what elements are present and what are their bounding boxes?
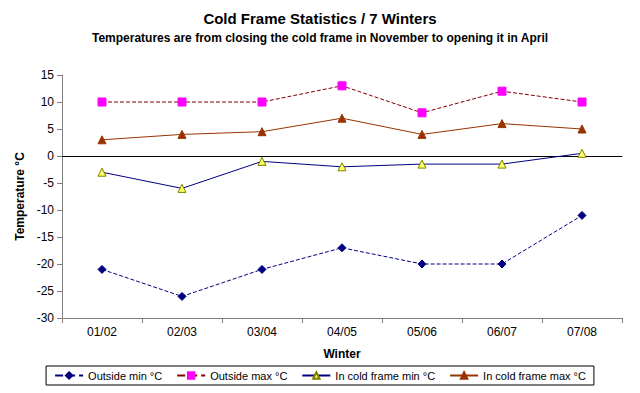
svg-text:Cold Frame Statistics / 7 Wint: Cold Frame Statistics / 7 Winters — [203, 10, 436, 27]
svg-text:04/05: 04/05 — [327, 325, 357, 339]
svg-text:01/02: 01/02 — [87, 325, 117, 339]
svg-text:-5: -5 — [43, 176, 54, 190]
svg-text:05/06: 05/06 — [407, 325, 437, 339]
svg-text:02/03: 02/03 — [167, 325, 197, 339]
svg-text:-25: -25 — [37, 284, 55, 298]
svg-text:Temperatures are from closing: Temperatures are from closing the cold f… — [92, 31, 548, 45]
svg-text:-30: -30 — [37, 311, 55, 325]
svg-text:-20: -20 — [37, 257, 55, 271]
svg-text:Outside max °C: Outside max °C — [210, 370, 287, 382]
svg-text:0: 0 — [47, 149, 54, 163]
svg-text:5: 5 — [47, 122, 54, 136]
svg-text:Temperature °C: Temperature °C — [13, 152, 27, 241]
svg-text:-10: -10 — [37, 203, 55, 217]
svg-text:07/08: 07/08 — [567, 325, 597, 339]
svg-text:06/07: 06/07 — [487, 325, 517, 339]
svg-text:10: 10 — [41, 95, 55, 109]
svg-text:Winter: Winter — [323, 347, 361, 361]
svg-text:Outside min °C: Outside min °C — [88, 370, 162, 382]
svg-text:15: 15 — [41, 68, 55, 82]
svg-text:In cold frame max °C: In cold frame max °C — [483, 370, 586, 382]
svg-text:-15: -15 — [37, 230, 55, 244]
svg-text:In cold frame min °C: In cold frame min °C — [335, 370, 435, 382]
svg-text:03/04: 03/04 — [247, 325, 277, 339]
